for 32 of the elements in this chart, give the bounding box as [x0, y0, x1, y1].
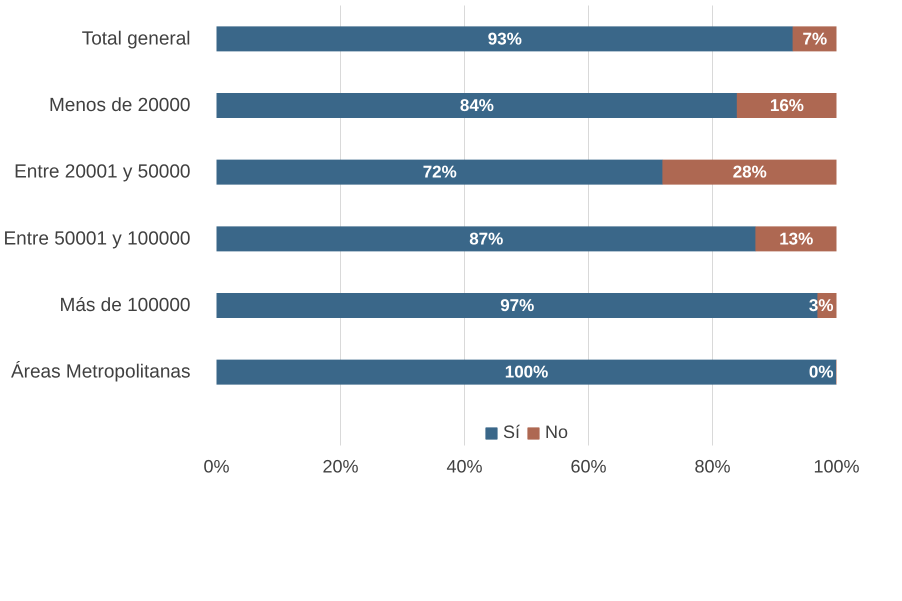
y-tick-label: Más de 100000: [60, 295, 191, 316]
data-label: 72%: [422, 162, 457, 182]
legend-label: No: [544, 422, 568, 443]
y-tick-label: Total general: [82, 28, 190, 50]
x-tick-label: 40%: [446, 456, 483, 476]
x-tick-label: 100%: [813, 456, 860, 476]
x-tick-label: 80%: [694, 456, 731, 476]
bar: [216, 160, 664, 185]
y-tick-label: Menos de 20000: [48, 95, 191, 116]
y-tick-label: Entre 20001 y 50000: [14, 162, 191, 183]
data-label: 100%: [504, 362, 548, 382]
data-label: 13%: [779, 229, 814, 248]
bar: [216, 26, 794, 52]
bar: [216, 360, 836, 385]
data-label: 93%: [488, 29, 522, 48]
x-tick-label: 20%: [322, 456, 359, 476]
data-label: 87%: [469, 229, 504, 248]
x-tick-label: 60%: [570, 456, 607, 476]
x-tick-label: 0%: [203, 456, 230, 476]
bar: [662, 160, 836, 185]
legend-label: Sí: [502, 422, 521, 443]
data-label: 84%: [460, 96, 494, 115]
data-label: 7%: [802, 29, 828, 48]
data-label: 0%: [808, 362, 834, 382]
y-tick-label: Áreas Metropolitanas: [10, 360, 191, 383]
data-label: 97%: [500, 296, 534, 315]
bar: [216, 93, 738, 118]
bar: [736, 93, 836, 118]
data-label: 16%: [770, 96, 804, 115]
data-label: 28%: [732, 162, 767, 182]
y-tick-label: Entre 50001 y 100000: [4, 228, 191, 250]
bar: [216, 226, 756, 252]
